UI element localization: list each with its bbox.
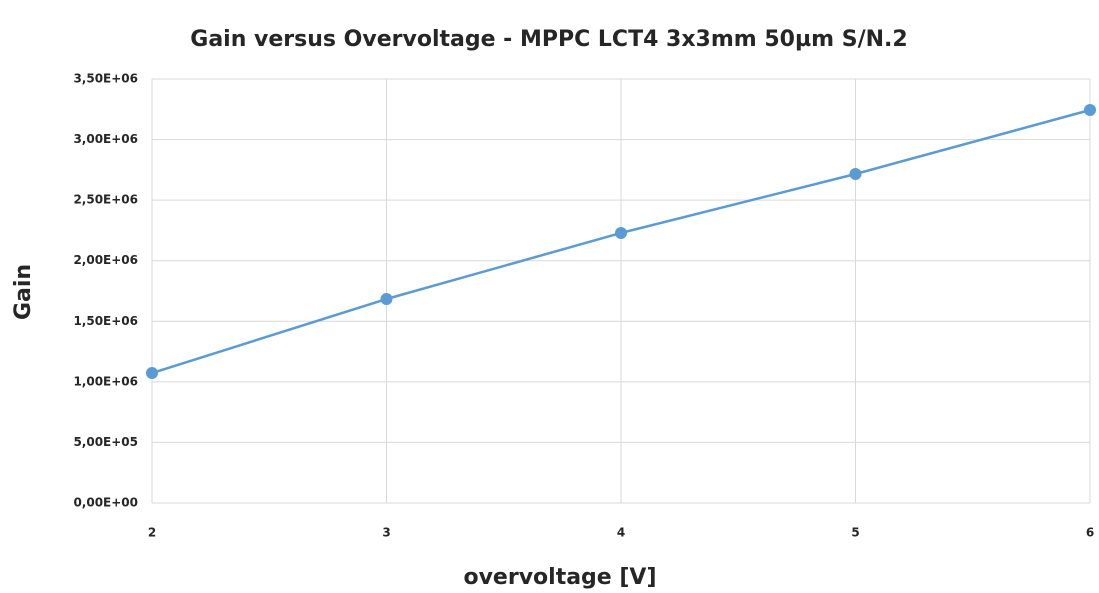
data-point [1084, 104, 1096, 117]
y-tick-label: 0,00E+00 [73, 496, 138, 510]
y-tick-label: 3,00E+06 [73, 132, 138, 146]
data-point [380, 292, 393, 305]
x-axis-title: overvoltage [V] [463, 565, 656, 590]
data-point [615, 226, 627, 239]
data-point [146, 367, 158, 380]
x-tick-label: 6 [1086, 526, 1094, 540]
x-tick-label: 4 [617, 526, 625, 540]
y-tick-label: 2,00E+06 [73, 253, 138, 267]
data-point [849, 167, 862, 180]
y-tick-label: 1,00E+06 [73, 374, 138, 388]
x-tick-label: 3 [382, 526, 390, 540]
y-tick-label: 5,00E+05 [73, 435, 138, 449]
chart-title: Gain versus Overvoltage - MPPC LCT4 3x3m… [190, 27, 907, 52]
y-axis-title: Gain [11, 264, 36, 320]
x-tick-label: 5 [851, 526, 859, 540]
y-tick-label: 2,50E+06 [73, 193, 138, 207]
y-tick-label: 3,50E+06 [73, 72, 138, 86]
y-tick-label: 1,50E+06 [73, 314, 138, 328]
x-tick-label: 2 [148, 526, 156, 540]
